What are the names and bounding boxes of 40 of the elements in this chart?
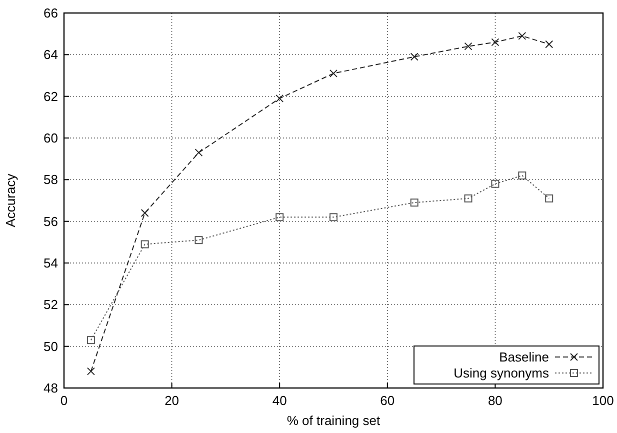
point: [140, 209, 149, 217]
point: [330, 69, 338, 78]
y-tick-label: 64: [44, 47, 58, 62]
point: [464, 194, 472, 202]
point: [86, 336, 95, 344]
y-tick-label: 58: [44, 172, 58, 188]
x-axis-title: % of training set: [286, 413, 380, 428]
point: [330, 213, 338, 222]
x-tick-label: 0: [60, 393, 68, 408]
y-tick-label: 50: [44, 338, 58, 354]
point: [491, 38, 500, 46]
y-tick-label: 66: [44, 6, 58, 21]
x-tick-label: 40: [272, 393, 287, 408]
point: [276, 213, 284, 222]
y-tick-label: 52: [44, 297, 58, 312]
point: [194, 236, 203, 244]
point: [545, 40, 554, 48]
y-axis-title: Accuracy: [3, 173, 18, 228]
y-tick-label: 60: [44, 130, 58, 146]
point: [518, 32, 526, 40]
point: [464, 42, 472, 50]
point: [194, 148, 203, 157]
legend-label: Using synonyms: [454, 366, 550, 381]
x-tick-label: 20: [164, 393, 180, 408]
point: [86, 367, 95, 376]
point: [140, 240, 149, 248]
point: [276, 94, 284, 102]
point: [545, 194, 554, 202]
point: [491, 180, 500, 188]
y-tick-label: 48: [44, 380, 58, 396]
y-tick-label: 54: [44, 256, 58, 271]
point: [410, 198, 418, 207]
legend-label: Baseline: [499, 350, 549, 365]
x-tick-label: 60: [380, 393, 395, 408]
point: [518, 172, 526, 180]
point: [410, 52, 418, 61]
y-tick-label: 62: [44, 88, 58, 104]
x-tick-label: 100: [592, 393, 614, 408]
y-tick-label: 56: [44, 214, 58, 229]
x-tick-label: 80: [488, 393, 502, 408]
